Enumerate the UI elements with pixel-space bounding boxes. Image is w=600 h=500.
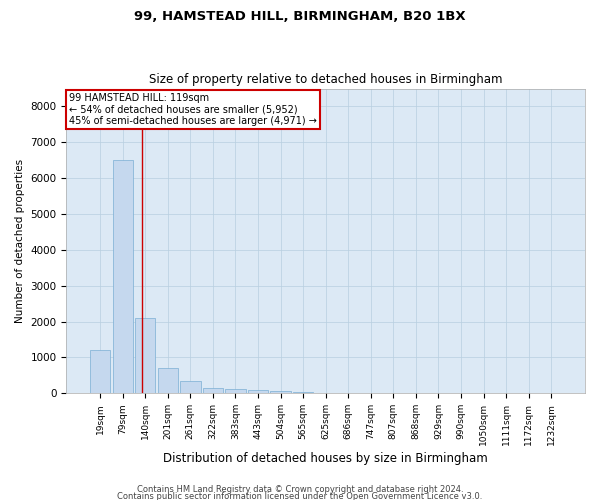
Text: Contains HM Land Registry data © Crown copyright and database right 2024.: Contains HM Land Registry data © Crown c… <box>137 485 463 494</box>
Text: 99, HAMSTEAD HILL, BIRMINGHAM, B20 1BX: 99, HAMSTEAD HILL, BIRMINGHAM, B20 1BX <box>134 10 466 23</box>
Bar <box>226 389 245 393</box>
Text: Contains public sector information licensed under the Open Government Licence v3: Contains public sector information licen… <box>118 492 482 500</box>
Bar <box>293 392 313 393</box>
Bar <box>113 160 133 393</box>
Bar <box>203 388 223 393</box>
Bar <box>135 318 155 393</box>
Text: 99 HAMSTEAD HILL: 119sqm
← 54% of detached houses are smaller (5,952)
45% of sem: 99 HAMSTEAD HILL: 119sqm ← 54% of detach… <box>69 93 317 126</box>
Title: Size of property relative to detached houses in Birmingham: Size of property relative to detached ho… <box>149 73 502 86</box>
Bar <box>180 380 200 393</box>
X-axis label: Distribution of detached houses by size in Birmingham: Distribution of detached houses by size … <box>163 452 488 465</box>
Bar <box>90 350 110 393</box>
Bar <box>248 390 268 393</box>
Y-axis label: Number of detached properties: Number of detached properties <box>15 159 25 323</box>
Bar <box>158 368 178 393</box>
Bar <box>271 392 291 393</box>
